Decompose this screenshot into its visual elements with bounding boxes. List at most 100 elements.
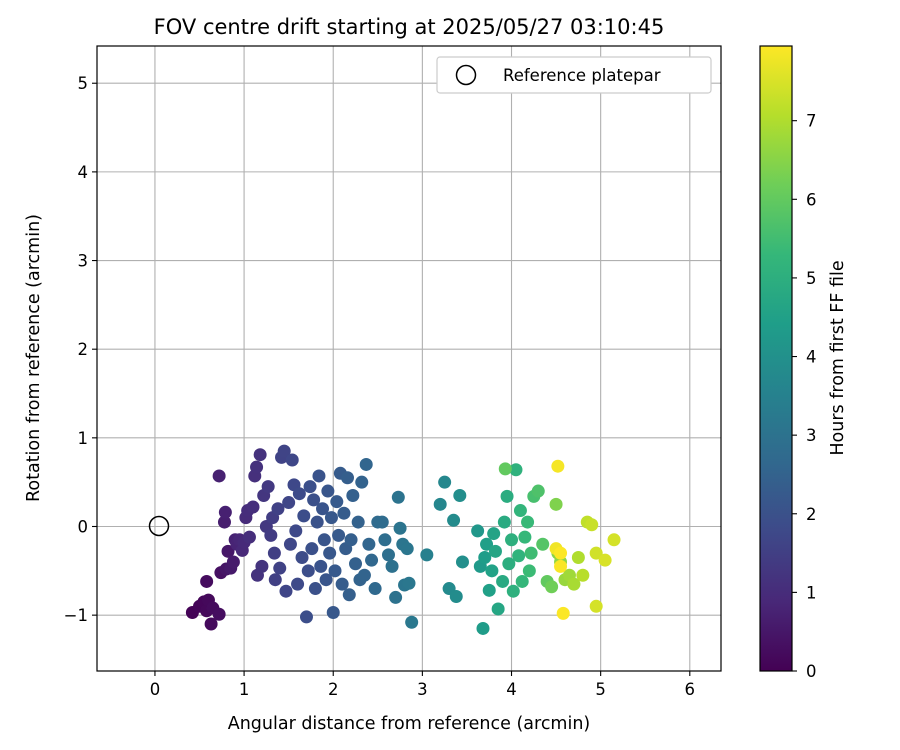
scatter-point <box>532 485 545 498</box>
scatter-point <box>312 469 325 482</box>
scatter-point <box>352 516 365 529</box>
scatter-point <box>525 547 538 560</box>
scatter-point <box>420 548 433 561</box>
chart-title: FOV centre drift starting at 2025/05/27 … <box>154 15 665 39</box>
scatter-point <box>264 529 277 542</box>
scatter-point <box>318 533 331 546</box>
x-tick-label: 5 <box>595 680 606 699</box>
scatter-point <box>314 560 327 573</box>
scatter-point <box>300 610 313 623</box>
colorbar-tick-label: 2 <box>806 505 817 524</box>
scatter-point <box>550 498 563 511</box>
scatter-point <box>434 498 447 511</box>
scatter-point <box>305 542 318 555</box>
colorbar-gradient <box>760 46 792 671</box>
y-axis-label: Rotation from reference (arcmin) <box>24 214 44 502</box>
scatter-point <box>250 461 263 474</box>
colorbar-tick-label: 5 <box>806 269 817 288</box>
scatter-point <box>311 516 324 529</box>
scatter-point <box>450 590 463 603</box>
scatter-point <box>382 548 395 561</box>
scatter-point <box>325 511 338 524</box>
legend: Reference platepar <box>437 57 711 93</box>
scatter-point <box>498 516 511 529</box>
x-tick-label: 0 <box>150 680 161 699</box>
scatter-point <box>392 491 405 504</box>
scatter-point <box>521 516 534 529</box>
scatter-point <box>386 560 399 573</box>
scatter-point <box>297 509 310 522</box>
scatter-point <box>341 471 354 484</box>
scatter-point <box>219 506 232 519</box>
colorbar-tick-label: 0 <box>806 662 817 681</box>
colorbar-tick-label: 6 <box>806 190 817 209</box>
scatter-point <box>507 585 520 598</box>
scatter-point <box>282 496 295 509</box>
scatter-point <box>279 585 292 598</box>
scatter-point <box>296 551 309 564</box>
scatter-point <box>286 454 299 467</box>
scatter-point <box>590 600 603 613</box>
scatter-point <box>499 462 512 475</box>
scatter-point <box>273 562 286 575</box>
scatter-point <box>476 622 489 635</box>
y-tick-label: 4 <box>78 163 89 182</box>
colorbar-tick-label: 4 <box>806 348 817 367</box>
x-tick-label: 3 <box>417 680 428 699</box>
scatter-point <box>545 580 558 593</box>
scatter-point <box>304 480 317 493</box>
scatter-point <box>323 547 336 560</box>
scatter-point <box>227 555 240 568</box>
y-tick-label: 2 <box>78 340 89 359</box>
scatter-point <box>329 564 342 577</box>
scatter-point <box>492 602 505 615</box>
colorbar-tick-label: 7 <box>806 112 817 131</box>
scatter-point <box>585 518 598 531</box>
scatter-point <box>557 607 570 620</box>
scatter-point <box>505 533 518 546</box>
scatter-point <box>243 531 256 544</box>
scatter-point <box>262 480 275 493</box>
scatter-point <box>289 524 302 537</box>
scatter-point <box>358 569 371 582</box>
x-tick-label: 4 <box>506 680 517 699</box>
scatter-point <box>536 538 549 551</box>
scatter-point <box>405 616 418 629</box>
scatter-point <box>447 514 460 527</box>
scatter-point <box>369 582 382 595</box>
scatter-point <box>518 531 531 544</box>
scatter-point <box>516 575 529 588</box>
scatter-point <box>247 500 260 513</box>
scatter-point <box>330 495 343 508</box>
scatter-point <box>213 608 226 621</box>
scatter-point <box>401 542 414 555</box>
y-tick-label: 3 <box>78 252 89 271</box>
colorbar-tick-label: 1 <box>806 583 817 602</box>
x-tick-label: 1 <box>239 680 250 699</box>
scatter-point <box>284 538 297 551</box>
scatter-point <box>485 564 498 577</box>
colorbar-label: Hours from first FF file <box>828 260 848 455</box>
scatter-point <box>309 582 322 595</box>
scatter-point <box>337 507 350 520</box>
scatter-point <box>512 549 525 562</box>
scatter-point <box>378 533 391 546</box>
scatter-point <box>389 591 402 604</box>
scatter-point <box>268 547 281 560</box>
scatter-point <box>200 575 213 588</box>
legend-label: Reference platepar <box>503 66 661 85</box>
scatter-point <box>327 606 340 619</box>
x-tick-label: 2 <box>328 680 339 699</box>
scatter-point <box>346 489 359 502</box>
scatter-point <box>483 584 496 597</box>
scatter-point <box>572 551 585 564</box>
scatter-point <box>403 577 416 590</box>
y-tick-label: −1 <box>64 606 88 625</box>
scatter-point <box>362 538 375 551</box>
scatter-point <box>336 578 349 591</box>
scatter-point <box>293 487 306 500</box>
scatter-point <box>269 573 282 586</box>
scatter-point <box>376 516 389 529</box>
scatter-point <box>456 555 469 568</box>
